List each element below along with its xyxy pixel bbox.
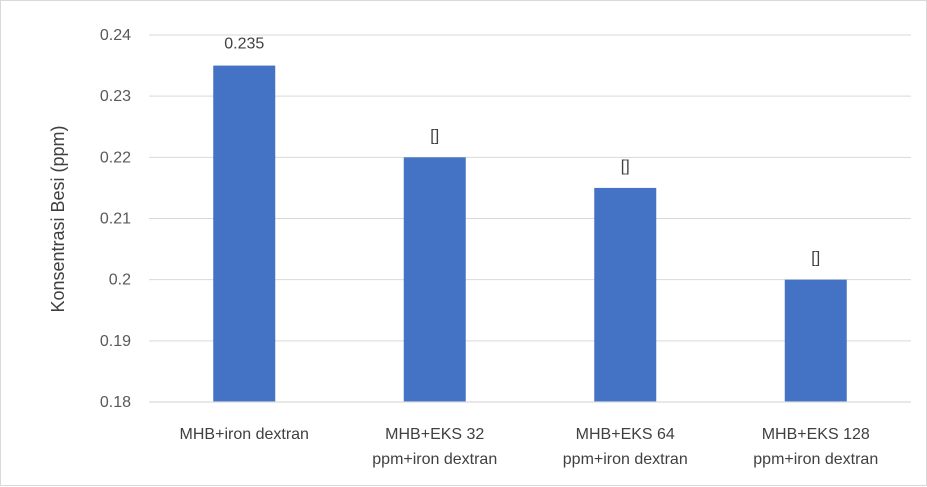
bars — [213, 65, 847, 402]
y-axis-title: Konsentrasi Besi (ppm) — [48, 125, 68, 312]
x-category-label: MHB+iron dextran — [180, 426, 309, 443]
y-tick-label: 0.21 — [100, 211, 131, 228]
gridlines — [149, 34, 911, 342]
data-label: 0.235 — [224, 36, 264, 53]
y-tick-label: 0.2 — [109, 272, 131, 289]
data-label: [] — [811, 250, 820, 267]
y-tick-label: 0.23 — [100, 88, 131, 105]
y-tick-labels: 0.18 0.19 0.2 0.21 0.22 0.23 0.24 — [100, 27, 131, 411]
data-label: [] — [430, 127, 439, 144]
y-tick-label: 0.19 — [100, 333, 131, 350]
data-label: [] — [621, 158, 630, 175]
bar-4 — [784, 279, 847, 402]
bar-1 — [213, 65, 276, 402]
bar-3 — [594, 187, 657, 402]
x-category-label: MHB+EKS 32 ppm+iron dextran — [372, 426, 497, 468]
x-category-labels: MHB+iron dextran MHB+EKS 32 ppm+iron dextr… — [180, 426, 879, 468]
data-labels: 0.235 [] [] [] — [224, 36, 820, 267]
y-tick-label: 0.22 — [100, 149, 131, 166]
x-category-label: MHB+EKS 64 ppm+iron dextran — [563, 426, 688, 468]
x-category-label: MHB+EKS 128 ppm+iron dextran — [753, 426, 878, 468]
bar-2 — [403, 157, 466, 402]
y-tick-label: 0.18 — [100, 394, 131, 411]
y-tick-label: 0.24 — [100, 27, 131, 44]
